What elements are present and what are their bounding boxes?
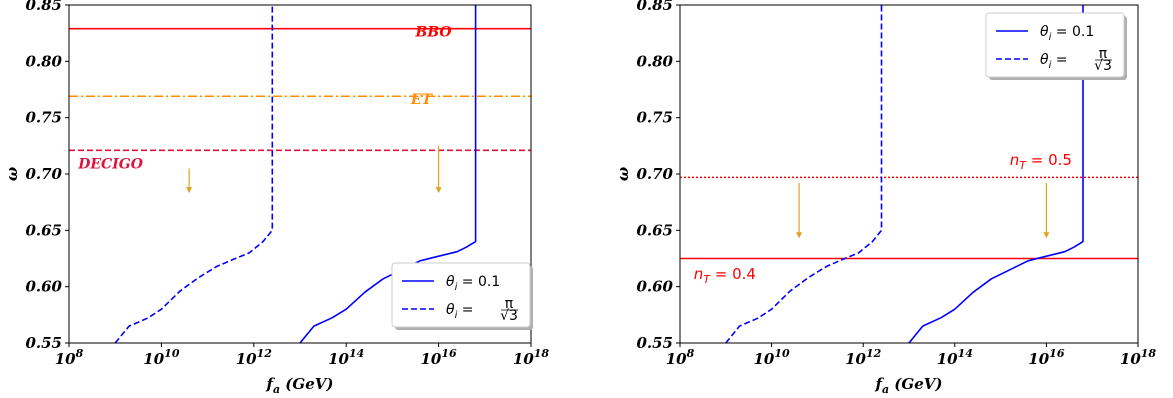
left-x-axis-label: fa (GeV) [265, 375, 333, 396]
y-tick-label: 0.65 [25, 221, 62, 239]
right-x-ticks: 108 1010 1012 1014 1016 1018 [666, 343, 1157, 368]
x-tick-label: 108 [666, 347, 695, 368]
y-tick-label: 0.85 [636, 0, 673, 14]
x-tick-label: 1016 [1028, 347, 1065, 368]
x-tick-label: 1010 [754, 347, 791, 368]
left-y-ticks: 0.55 0.60 0.65 0.70 0.75 0.80 0.85 [25, 0, 69, 352]
series-line-theta-pi-sqrt3 [725, 5, 883, 343]
right-y-axis-label: ω [614, 167, 632, 181]
down-arrow [1043, 183, 1050, 239]
legend-entry-label: θi = 0.1 [446, 274, 500, 293]
y-tick-label: 0.60 [636, 278, 673, 296]
right-x-axis-label: fa (GeV) [874, 375, 942, 396]
svg-text:π: π [1099, 46, 1108, 62]
y-tick-label: 0.55 [25, 334, 62, 352]
x-tick-label: 1014 [937, 347, 973, 368]
y-tick-label: 0.70 [25, 165, 62, 183]
legend-entry-label: θi = [1040, 52, 1068, 71]
x-tick-label: 1012 [236, 347, 273, 368]
right-chart: 108 1010 1012 1014 1016 1018 0.55 0.60 0.65 0.70… [614, 0, 1156, 396]
y-tick-label: 0.65 [636, 221, 673, 239]
svg-text:√3: √3 [500, 308, 518, 324]
legend-entry-label: θi = [446, 302, 474, 321]
svg-text:√3: √3 [1094, 58, 1112, 74]
x-tick-label: 1016 [421, 347, 458, 368]
x-tick-label: 1018 [1120, 347, 1157, 368]
left-x-ticks: 108 1010 1012 1014 1016 1018 [55, 343, 550, 368]
x-tick-label: 1018 [513, 347, 550, 368]
down-arrow [435, 145, 442, 194]
left-y-axis-label: ω [3, 167, 21, 181]
y-tick-label: 0.80 [25, 52, 62, 70]
series-line-theta-0-1 [908, 5, 1084, 343]
y-tick-label: 0.60 [25, 278, 62, 296]
down-arrow [796, 183, 803, 239]
legend-box [985, 12, 1125, 78]
legend-entry-label: θi = 0.1 [1040, 24, 1094, 43]
down-arrow [186, 168, 193, 194]
y-tick-label: 0.70 [636, 165, 673, 183]
svg-text:π: π [505, 296, 514, 312]
legend-fraction: π√3 [500, 296, 518, 324]
x-tick-label: 1010 [143, 347, 180, 368]
left-chart: 108 1010 1012 1014 1016 1018 0.55 0.60 0.65 0.70… [3, 0, 549, 396]
legend-fraction: π√3 [1094, 46, 1112, 74]
hline-label: ET [410, 92, 434, 108]
right-plot-area [680, 5, 1138, 343]
y-tick-label: 0.55 [636, 334, 673, 352]
x-tick-label: 1012 [845, 347, 882, 368]
series-line-theta-pi-sqrt3 [114, 5, 274, 343]
y-tick-label: 0.85 [25, 0, 62, 14]
x-tick-label: 108 [55, 347, 84, 368]
right-legend: θi = 0.1 θi = π√3 [985, 12, 1127, 80]
hline-label: BBO [415, 25, 453, 41]
y-tick-label: 0.75 [636, 109, 673, 127]
y-tick-label: 0.80 [636, 52, 673, 70]
x-tick-label: 1014 [328, 347, 364, 368]
hline-label: nT = 0.5 [1010, 151, 1072, 172]
legend-box [391, 262, 531, 328]
hline-label: DECIGO [77, 156, 143, 172]
hline-label: nT = 0.4 [694, 265, 756, 286]
y-tick-label: 0.75 [25, 109, 62, 127]
left-legend: θi = 0.1 θi = π√3 [391, 262, 533, 330]
right-y-ticks: 0.55 0.60 0.65 0.70 0.75 0.80 0.85 [636, 0, 680, 352]
